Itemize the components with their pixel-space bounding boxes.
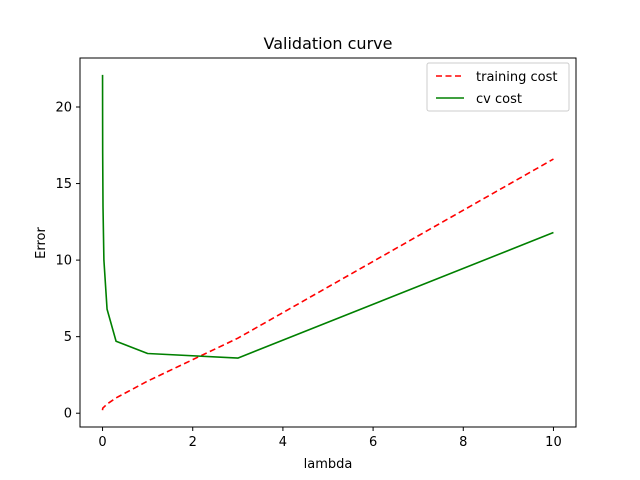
chart-title: Validation curve — [264, 34, 393, 53]
series-group — [101, 74, 554, 411]
y-axis-label: Error — [34, 227, 49, 259]
x-tick-label: 4 — [279, 435, 287, 450]
plot-area — [101, 74, 554, 411]
cv-cost-line — [101, 74, 554, 359]
plot-frame — [79, 57, 577, 428]
x-tick-label: 8 — [459, 435, 467, 450]
legend-label-cv: cv cost — [476, 92, 522, 107]
x-tick-label: 2 — [189, 435, 197, 450]
y-tick-label: 0 — [64, 407, 72, 422]
legend-box — [426, 62, 570, 112]
legend: training cost cv cost — [426, 62, 570, 112]
y-tick-label: 20 — [55, 100, 72, 115]
x-tick-label: 10 — [545, 435, 562, 450]
x-tick-label: 6 — [369, 435, 377, 450]
x-tick-label: 0 — [98, 435, 106, 450]
y-tick-label: 5 — [64, 330, 72, 345]
x-axis-ticks: 0 2 4 6 8 10 — [98, 427, 562, 450]
training-cost-line — [101, 158, 554, 411]
legend-label-training: training cost — [476, 70, 557, 85]
y-tick-label: 10 — [55, 254, 72, 269]
x-axis-label: lambda — [304, 457, 353, 472]
y-tick-label: 15 — [55, 177, 72, 192]
y-axis-ticks: 0 5 10 15 20 — [55, 100, 80, 422]
